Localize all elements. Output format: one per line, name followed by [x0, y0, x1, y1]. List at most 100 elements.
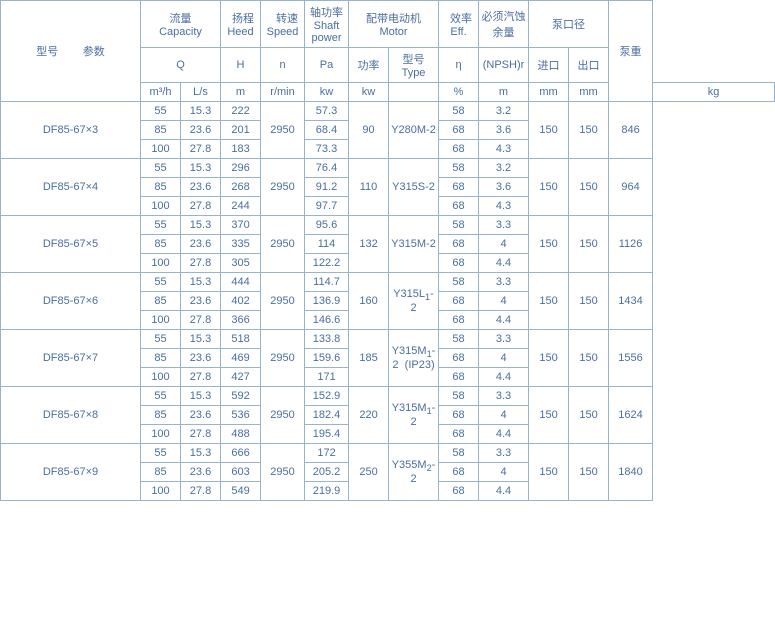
cell: 58: [439, 216, 479, 235]
cell: 4: [479, 406, 529, 425]
model-cell: DF85-67×4: [1, 159, 141, 216]
cell: 91.2: [305, 178, 349, 197]
cell: 3.6: [479, 121, 529, 140]
cell: 201: [221, 121, 261, 140]
cell: 171: [305, 368, 349, 387]
model-cell: DF85-67×9: [1, 444, 141, 501]
cell: 23.6: [181, 235, 221, 254]
cell: 4: [479, 292, 529, 311]
inlet-cell: 150: [529, 387, 569, 444]
model-cell: DF85-67×8: [1, 387, 141, 444]
cell: 23.6: [181, 463, 221, 482]
cell: 68: [439, 311, 479, 330]
pump-spec-table: 型号 参数 流量Capacity 扬程Heed 转速Speed 轴功率Shaft…: [0, 0, 775, 501]
cell: 73.3: [305, 140, 349, 159]
hdr-n: n: [261, 48, 305, 83]
motor-kw-cell: 220: [349, 387, 389, 444]
hdr-motor: 配带电动机Motor: [349, 1, 439, 48]
hdr-eff: 效率Eff.: [439, 1, 479, 48]
hdr-inlet: 进口: [529, 48, 569, 83]
table-body: DF85-67×35515.3222295057.390Y280M-2583.2…: [1, 102, 775, 501]
table-row: DF85-67×95515.36662950172250Y355M2-2583.…: [1, 444, 775, 463]
cell: 68: [439, 482, 479, 501]
hdr-q: Q: [141, 48, 221, 83]
cell: 244: [221, 197, 261, 216]
motor-kw-cell: 250: [349, 444, 389, 501]
motor-kw-cell: 160: [349, 273, 389, 330]
cell: 23.6: [181, 121, 221, 140]
cell: 4: [479, 463, 529, 482]
cell: 76.4: [305, 159, 349, 178]
table-row: DF85-67×65515.34442950114.7160Y315L1-258…: [1, 273, 775, 292]
motor-kw-cell: 185: [349, 330, 389, 387]
cell: 4.3: [479, 197, 529, 216]
cell: 68: [439, 197, 479, 216]
cell: 85: [141, 121, 181, 140]
unit-pct: %: [439, 83, 479, 102]
cell: 3.2: [479, 102, 529, 121]
cell: 100: [141, 311, 181, 330]
cell: 100: [141, 425, 181, 444]
motor-type-cell: Y355M2-2: [389, 444, 439, 501]
cell: 23.6: [181, 349, 221, 368]
cell: 27.8: [181, 197, 221, 216]
cell: 100: [141, 197, 181, 216]
cell: 27.8: [181, 254, 221, 273]
cell: 518: [221, 330, 261, 349]
cell: 55: [141, 444, 181, 463]
cell: 205.2: [305, 463, 349, 482]
cell: 23.6: [181, 406, 221, 425]
cell: 296: [221, 159, 261, 178]
hdr-eta: η: [439, 48, 479, 83]
cell: 85: [141, 463, 181, 482]
cell: 305: [221, 254, 261, 273]
table-row: DF85-67×85515.35922950152.9220Y315M1-258…: [1, 387, 775, 406]
cell: 536: [221, 406, 261, 425]
inlet-cell: 150: [529, 273, 569, 330]
cell: 100: [141, 482, 181, 501]
cell: 55: [141, 159, 181, 178]
cell: 3.3: [479, 387, 529, 406]
cell: 100: [141, 254, 181, 273]
weight-cell: 1126: [609, 216, 653, 273]
hdr-power: 功率: [349, 48, 389, 83]
cell: 146.6: [305, 311, 349, 330]
cell: 23.6: [181, 178, 221, 197]
cell: 4.4: [479, 482, 529, 501]
motor-kw-cell: 90: [349, 102, 389, 159]
cell: 97.7: [305, 197, 349, 216]
cell: 58: [439, 273, 479, 292]
motor-kw-cell: 132: [349, 216, 389, 273]
outlet-cell: 150: [569, 159, 609, 216]
cell: 222: [221, 102, 261, 121]
cell: 219.9: [305, 482, 349, 501]
weight-cell: 1840: [609, 444, 653, 501]
cell: 27.8: [181, 140, 221, 159]
cell: 58: [439, 444, 479, 463]
outlet-cell: 150: [569, 102, 609, 159]
unit-m3h: m³/h: [141, 83, 181, 102]
cell: 3.2: [479, 159, 529, 178]
hdr-model: 型号 参数: [1, 1, 141, 102]
cell: 68: [439, 254, 479, 273]
inlet-cell: 150: [529, 159, 569, 216]
cell: 3.3: [479, 444, 529, 463]
model-cell: DF85-67×3: [1, 102, 141, 159]
cell: 55: [141, 102, 181, 121]
weight-cell: 846: [609, 102, 653, 159]
cell: 136.9: [305, 292, 349, 311]
cell: 268: [221, 178, 261, 197]
outlet-cell: 150: [569, 444, 609, 501]
cell: 114.7: [305, 273, 349, 292]
unit-rmin: r/min: [261, 83, 305, 102]
motor-type-cell: Y315M1-2: [389, 387, 439, 444]
cell: 427: [221, 368, 261, 387]
cell: 469: [221, 349, 261, 368]
cell: 4.4: [479, 368, 529, 387]
motor-type-cell: Y315L1-2: [389, 273, 439, 330]
hdr-head: 扬程Heed: [221, 1, 261, 48]
model-cell: DF85-67×5: [1, 216, 141, 273]
speed-cell: 2950: [261, 102, 305, 159]
cell: 68: [439, 463, 479, 482]
cell: 58: [439, 159, 479, 178]
